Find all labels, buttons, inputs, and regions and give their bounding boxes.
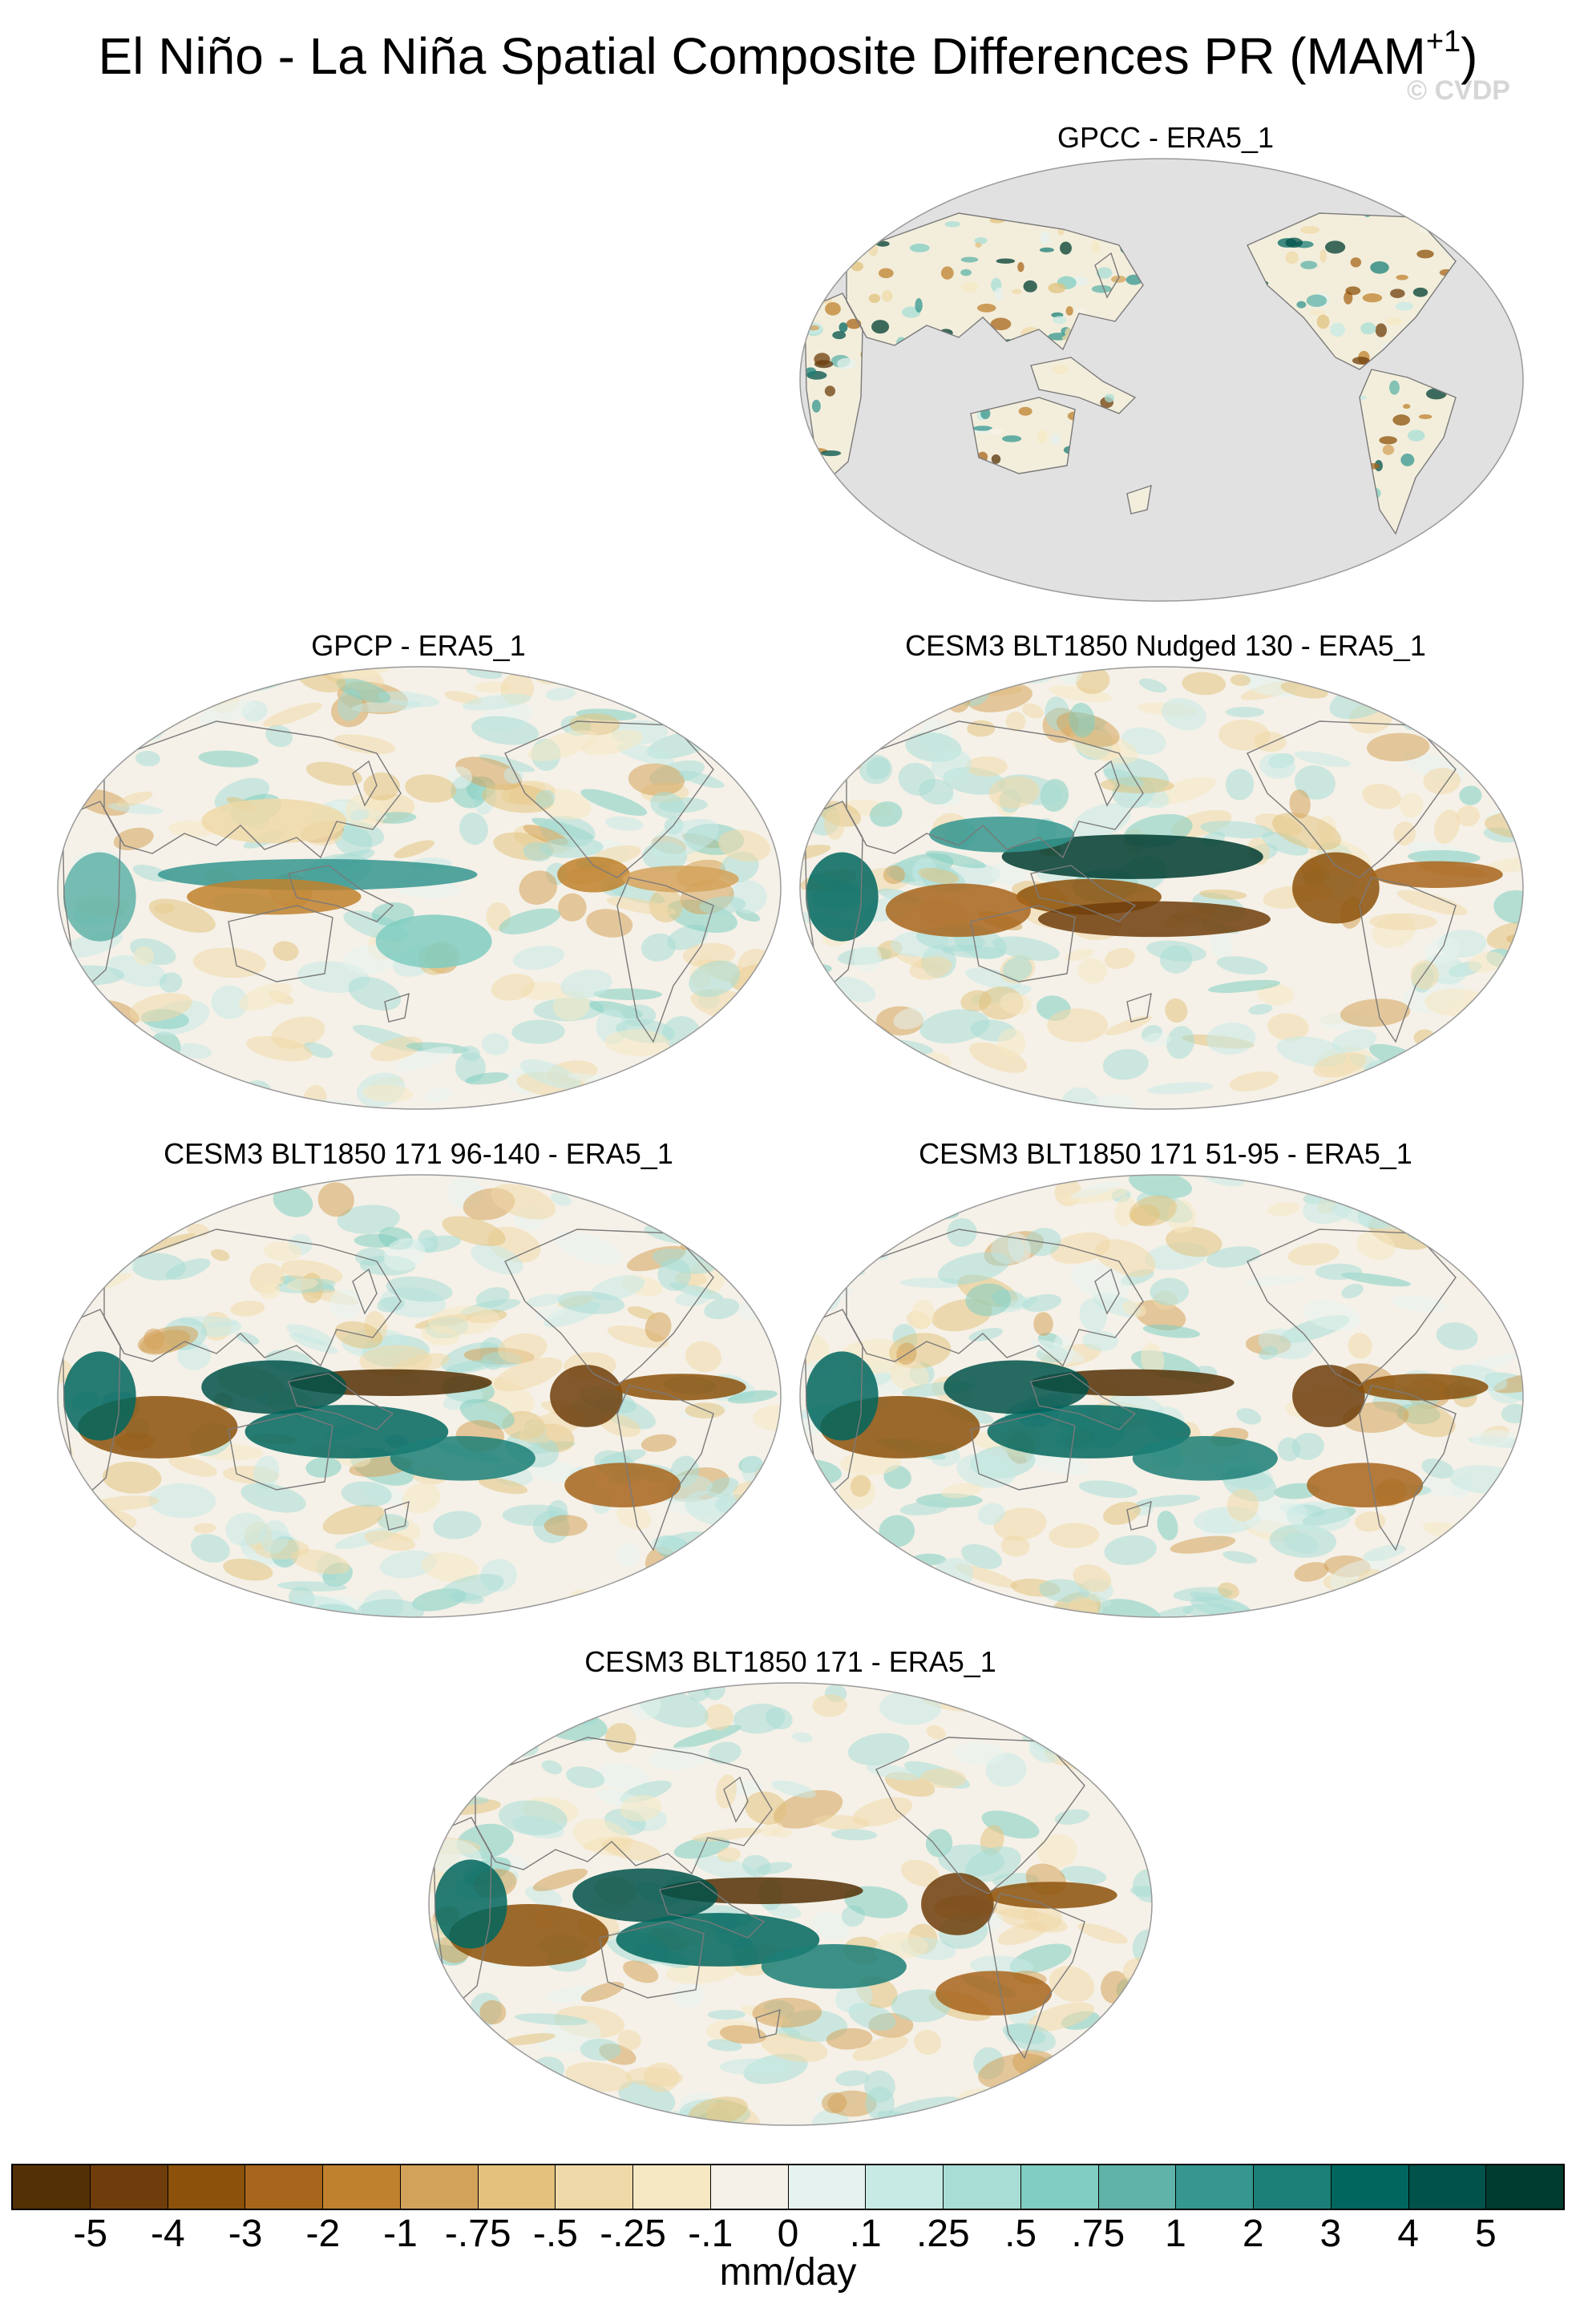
colorbar-swatch [944,2165,1021,2209]
colorbar-tick-label: -2 [305,2213,341,2255]
colorbar-units: mm/day [719,2251,857,2294]
panel-title-gpcp: GPCP - ERA5_1 [311,629,526,662]
colorbar-tick-label: .1 [849,2213,882,2255]
colorbar-tick-label: 0 [777,2213,799,2255]
colorbar-swatch [1486,2165,1563,2209]
colorbar [11,2164,1565,2210]
colorbar-swatch [710,2165,789,2209]
colorbar-tick-label: 1 [1165,2213,1186,2255]
map-171-51-95 [799,1174,1524,1618]
colorbar-tick-label: .25 [916,2213,970,2255]
colorbar-tick-label: 3 [1319,2213,1342,2255]
map-171-96-140 [57,1174,782,1618]
colorbar-tick-label: -4 [151,2213,185,2255]
colorbar-tick-label: 4 [1397,2213,1419,2255]
map-gpcp [57,666,782,1110]
colorbar-tick-label: -.5 [532,2213,578,2255]
cvdp-watermark: © CVDP [1407,75,1510,106]
colorbar-tick-label: -3 [228,2213,263,2255]
colorbar-swatch [1098,2165,1177,2209]
colorbar-swatch [633,2165,711,2209]
colorbar-swatch [1331,2165,1409,2209]
colorbar-swatch [90,2165,168,2209]
colorbar-tick-label: -.75 [444,2213,511,2255]
map-nudged-130 [799,666,1524,1110]
figure-title-superscript: +1 [1425,25,1461,59]
figure-title-close: ) [1461,27,1478,85]
colorbar-swatch [323,2165,401,2209]
colorbar-tick-label: -.25 [600,2213,666,2255]
panel-title-nudged-130: CESM3 BLT1850 Nudged 130 - ERA5_1 [905,629,1426,662]
colorbar-swatch [245,2165,323,2209]
panel-title-171: CESM3 BLT1850 171 - ERA5_1 [584,1645,996,1678]
colorbar-tick-label: -1 [383,2213,418,2255]
colorbar-swatch [1254,2165,1332,2209]
colorbar-swatch [168,2165,246,2209]
colorbar-swatch [866,2165,944,2209]
colorbar-tick-label: -5 [73,2213,108,2255]
colorbar-swatch [788,2165,867,2209]
colorbar-swatch [1408,2165,1487,2209]
colorbar-tick-label: -.1 [688,2213,733,2255]
panel-title-171-51-95: CESM3 BLT1850 171 51-95 - ERA5_1 [919,1137,1412,1170]
colorbar-swatch [400,2165,479,2209]
colorbar-swatch [13,2165,91,2209]
map-gpcc [799,158,1524,602]
map-171 [428,1682,1153,2126]
colorbar-swatch [556,2165,633,2209]
figure-title-text: El Niño - La Niña Spatial Composite Diff… [98,27,1426,85]
colorbar-tick-label: .5 [1004,2213,1037,2255]
colorbar-tick-label: .75 [1071,2213,1125,2255]
panel-title-gpcc: GPCC - ERA5_1 [1057,121,1275,154]
colorbar-tick-label: 2 [1242,2213,1264,2255]
colorbar-swatch [1176,2165,1254,2209]
colorbar-swatch [1020,2165,1099,2209]
panel-title-171-96-140: CESM3 BLT1850 171 96-140 - ERA5_1 [164,1137,673,1170]
colorbar-swatch [478,2165,556,2209]
colorbar-tick-label: 5 [1474,2213,1497,2255]
figure-title: El Niño - La Niña Spatial Composite Diff… [0,24,1576,88]
